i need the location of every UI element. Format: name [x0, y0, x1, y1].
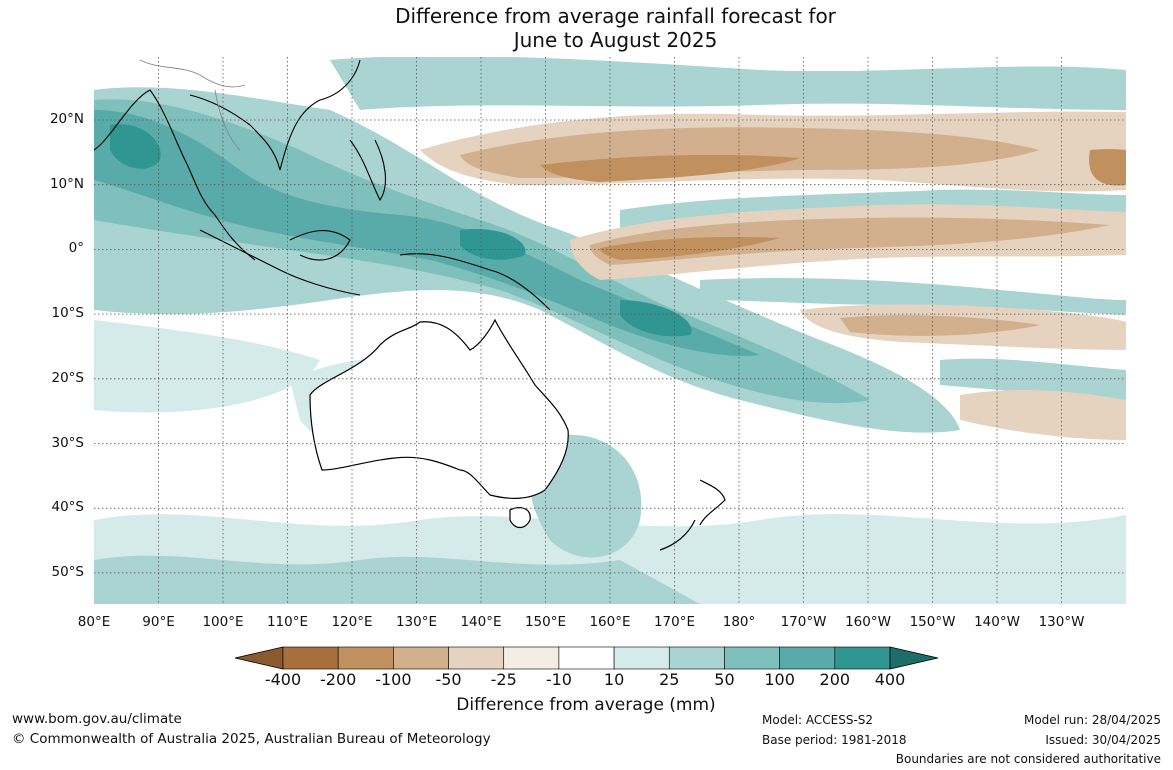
- dry-region-south-pacific-core: [840, 315, 1040, 336]
- asia-coastline: [94, 59, 361, 261]
- colorbar-tick-label: 400: [874, 670, 906, 689]
- colorbar-swatch: [337, 646, 394, 670]
- colorbar-swatch: [668, 646, 725, 670]
- colorbar-arrow-high: [889, 646, 939, 670]
- longitude-label: 140°E: [460, 614, 502, 630]
- colorbar-swatch: [779, 646, 836, 670]
- longitude-label: 120°E: [331, 614, 373, 630]
- wet-region-south-pacific-2: [940, 358, 1126, 400]
- colorbar-tick-label: 200: [819, 670, 851, 689]
- wet-region-south-pacific: [700, 278, 1126, 315]
- longitude-label: 160°W: [845, 614, 891, 630]
- footer-model-run: Model run: 28/04/2025: [1023, 713, 1161, 727]
- footer-copyright: © Commonwealth of Australia 2025, Austra…: [12, 731, 491, 747]
- latitude-label: 40°S: [51, 499, 85, 516]
- wet-region-southern-ocean-2: [94, 555, 700, 604]
- dry-region-north-pacific-core: [540, 149, 1126, 186]
- latitude-label: 10°N: [49, 175, 84, 192]
- footer-issued: Issued: 30/04/2025: [1045, 733, 1161, 747]
- colorbar-tick-label: 25: [659, 670, 680, 689]
- australia-landmass: [309, 318, 569, 499]
- dry-region-equatorial-mid: [590, 217, 1110, 265]
- longitude-label: 170°E: [653, 614, 696, 630]
- colorbar-swatch: [282, 646, 339, 670]
- map-title: Difference from average rainfall forecas…: [0, 4, 1173, 52]
- colorbar-swatch: [724, 646, 780, 670]
- footer-url: www.bom.gov.au/climate: [12, 711, 182, 727]
- colorbar-swatch: [503, 646, 560, 670]
- colorbar-arrow-low: [234, 646, 284, 670]
- wet-region-maritime-max: [110, 124, 692, 337]
- longitude-label: 150°W: [909, 614, 956, 630]
- colorbar-title: Difference from average (mm): [456, 695, 716, 715]
- colorbar-tick-label: 100: [764, 670, 795, 689]
- longitude-label: 140°W: [974, 614, 1020, 630]
- longitude-label: 170°W: [780, 614, 827, 630]
- dry-region-east: [960, 390, 1126, 440]
- longitude-label: 130°W: [1038, 614, 1085, 630]
- title-line-1: Difference from average rainfall forecas…: [395, 4, 836, 28]
- wet-region-indian-ocean: [94, 320, 320, 413]
- longitude-label: 150°E: [524, 614, 567, 630]
- colorbar-tick-label: 10: [603, 670, 625, 689]
- colorbar: [234, 646, 939, 670]
- new-zealand: [659, 479, 726, 551]
- tasmania: [509, 507, 531, 529]
- longitude-label: 110°E: [266, 614, 309, 630]
- title-line-2: June to August 2025: [513, 28, 718, 52]
- longitude-label: 100°E: [202, 614, 244, 630]
- wet-region-north-pacific: [330, 57, 1126, 110]
- colorbar-tick-label: 50: [714, 670, 735, 689]
- latitude-label: 30°S: [51, 434, 85, 451]
- colorbar-tick-label: -100: [375, 670, 412, 689]
- colorbar-tick-label: -10: [545, 670, 572, 689]
- longitude-label: 80°E: [77, 614, 111, 630]
- colorbar-tick-label: -400: [264, 670, 302, 689]
- longitude-label: 160°E: [589, 614, 631, 630]
- colorbar-swatch: [448, 646, 505, 670]
- asia-borders: [139, 59, 246, 151]
- footer-disclaimer: Boundaries are not considered authoritat…: [895, 752, 1161, 766]
- colorbar-tick-label: -25: [490, 670, 517, 689]
- latitude-label: 20°N: [49, 111, 84, 127]
- longitude-label: 90°E: [142, 614, 175, 630]
- map-gridlines: [94, 57, 1126, 604]
- footer-model: Model: ACCESS-S2: [762, 713, 874, 727]
- wet-region-maritime-peak: [94, 110, 760, 356]
- colorbar-swatch: [558, 646, 615, 670]
- colorbar-tick-label: -200: [320, 670, 357, 689]
- footer-base-period: Base period: 1981-2018: [762, 733, 907, 747]
- latitude-label: 20°S: [51, 369, 85, 386]
- dry-region-equatorial-core: [600, 236, 780, 260]
- colorbar-swatch: [834, 646, 891, 670]
- latitude-label: 10°S: [51, 305, 85, 322]
- latitude-label: 0°: [68, 240, 84, 257]
- maritime-islands: [199, 139, 551, 311]
- colorbar-tick-label: -50: [435, 670, 462, 689]
- longitude-label: 180°: [722, 614, 756, 630]
- colorbar-swatch: [393, 646, 449, 670]
- colorbar-swatch: [613, 646, 670, 670]
- longitude-label: 130°E: [395, 614, 438, 630]
- latitude-label: 50°S: [51, 563, 85, 580]
